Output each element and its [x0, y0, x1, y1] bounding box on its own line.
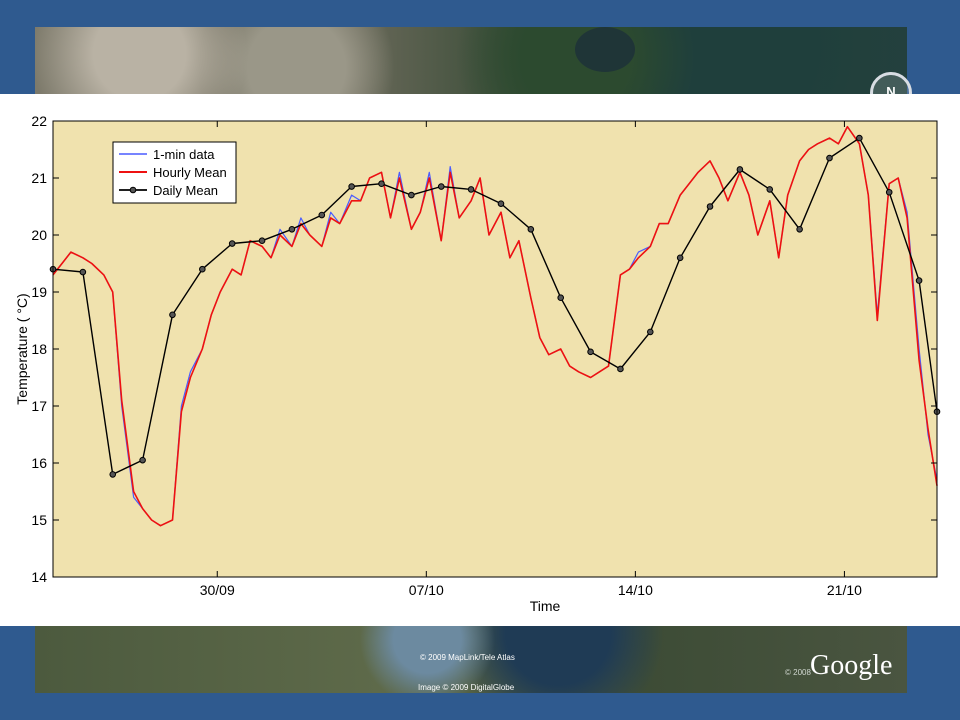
map-credit-image: Image © 2009 DigitalGlobe [418, 683, 515, 692]
daily-mean-point [646, 328, 654, 336]
y-tick-label: 22 [31, 113, 47, 129]
legend-marker [129, 186, 137, 194]
compass-north-label: N [886, 84, 896, 99]
daily-mean-point [79, 268, 87, 276]
x-tick-label: 07/10 [409, 582, 444, 598]
daily-mean-point [796, 226, 803, 233]
daily-mean-point [318, 211, 326, 219]
daily-mean-point [408, 191, 415, 199]
daily-mean-point [766, 186, 774, 193]
daily-mean-point [258, 237, 266, 244]
map-credit-year: © 2008 [785, 668, 811, 677]
daily-mean-point [856, 134, 863, 142]
daily-mean-point [288, 226, 296, 233]
daily-mean-point [109, 471, 117, 478]
legend-label: Daily Mean [153, 183, 218, 198]
chart-panel: 14 15 16 17 18 19 20 21 22 30/09 07/10 14/10 21/10 Ti… [0, 94, 960, 626]
daily-mean-point [557, 294, 565, 301]
x-axis-label: Time [530, 598, 561, 614]
quarry-lake [575, 27, 635, 72]
daily-mean-point [736, 166, 744, 173]
y-tick-label: 14 [31, 569, 47, 585]
daily-mean-point [228, 240, 236, 247]
y-tick-label: 17 [31, 398, 47, 414]
daily-mean-point [527, 226, 535, 233]
x-tick-label: 30/09 [200, 582, 235, 598]
daily-mean-point [706, 203, 714, 210]
satellite-image-top: N [35, 27, 912, 114]
google-logo: Google [810, 650, 893, 681]
y-tick-label: 16 [31, 455, 47, 471]
daily-mean-point [378, 180, 385, 187]
series-line-2 [52, 125, 938, 527]
daily-mean-point [915, 277, 923, 284]
daily-mean-point [676, 254, 684, 262]
daily-mean-point [139, 456, 146, 464]
daily-mean-point [169, 311, 176, 319]
satellite-image-bottom: © 2009 MapLink/Tele Atlas Image © 2009 D… [35, 626, 907, 693]
temperature-chart: 14 15 16 17 18 19 20 21 22 30/09 07/10 14/10 21/10 Ti… [14, 113, 941, 614]
x-tick-label: 21/10 [827, 582, 862, 598]
y-tick-label: 20 [31, 227, 47, 243]
y-tick-label: 21 [31, 170, 47, 186]
daily-mean-point [497, 200, 505, 207]
y-axis-label: Temperature ( °C) [14, 293, 30, 404]
daily-mean-point [885, 188, 893, 196]
y-tick-label: 18 [31, 341, 47, 357]
daily-mean-point [617, 365, 624, 373]
daily-mean-point [199, 265, 206, 273]
legend-label: 1-min data [153, 147, 215, 162]
legend-label: Hourly Mean [153, 165, 227, 180]
map-credit-maplink: © 2009 MapLink/Tele Atlas [420, 653, 515, 662]
daily-mean-point [826, 154, 833, 162]
y-tick-label: 15 [31, 512, 47, 528]
y-tick-label: 19 [31, 284, 47, 300]
x-tick-label: 14/10 [618, 582, 653, 598]
daily-mean-point [587, 348, 594, 356]
daily-mean-point [437, 183, 445, 190]
daily-mean-point [467, 186, 475, 193]
daily-mean-point [348, 183, 355, 190]
